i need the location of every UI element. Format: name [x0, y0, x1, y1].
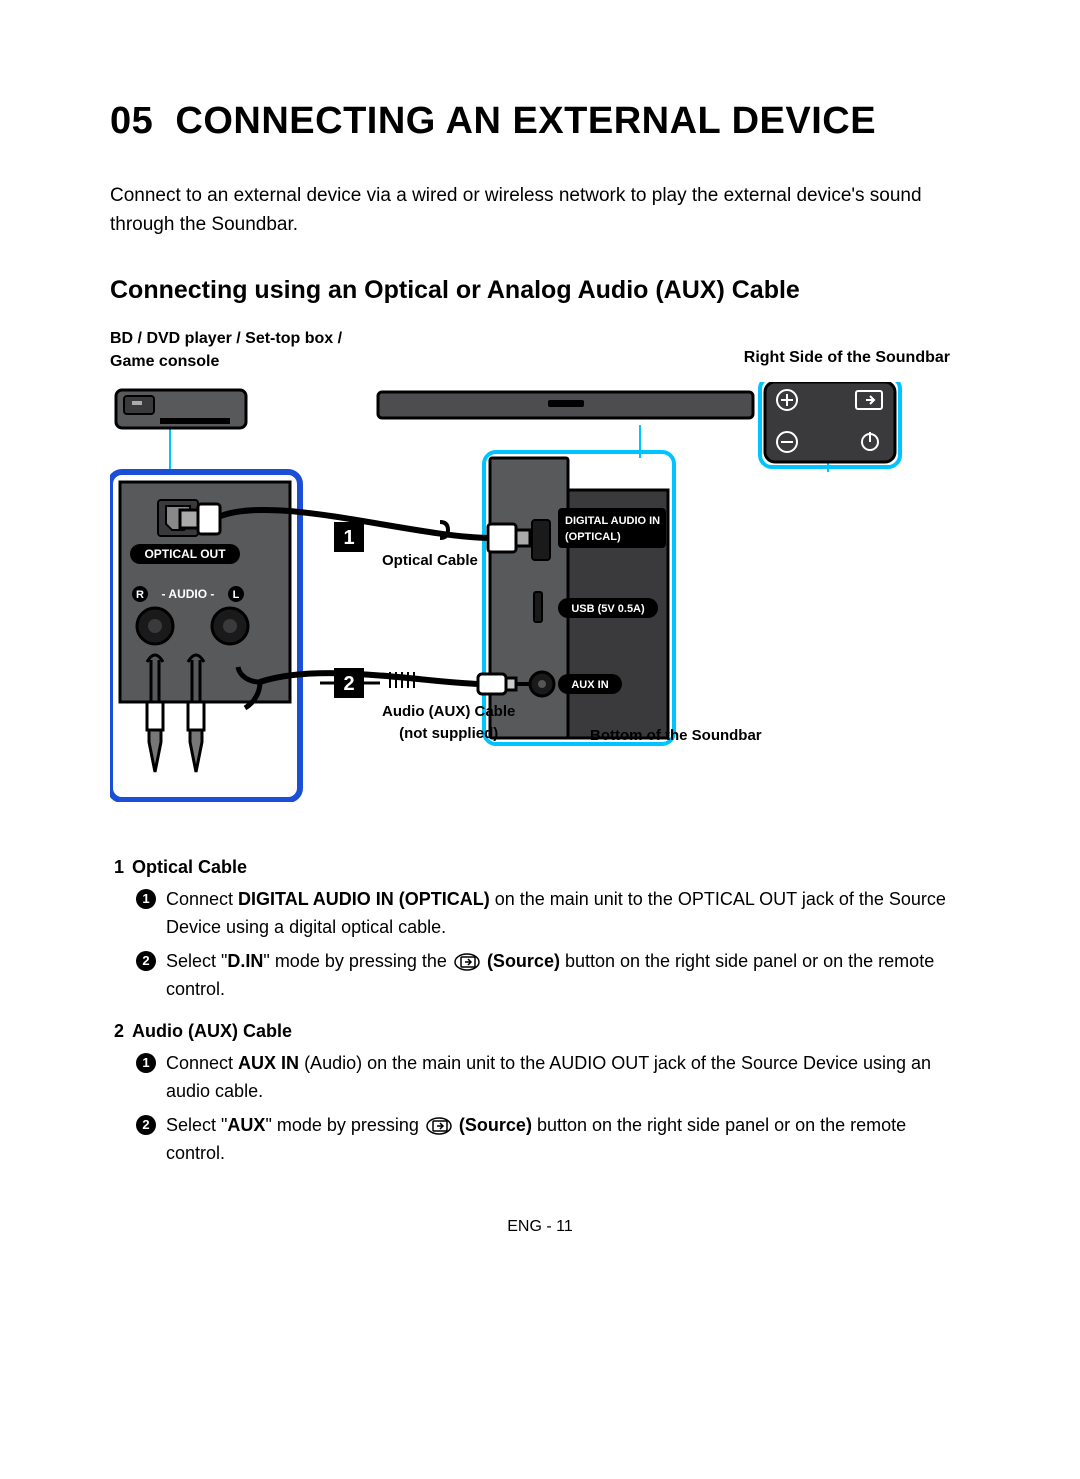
svg-text:DIGITAL AUDIO IN: DIGITAL AUDIO IN	[565, 515, 660, 527]
diagram-svg: OPTICAL OUT R - AUDIO - L DIGITAL	[110, 382, 970, 802]
optical-cable-heading: 1 Optical Cable	[114, 857, 970, 878]
step-number-icon: 1	[136, 889, 156, 909]
chapter-title-text: CONNECTING AN EXTERNAL DEVICE	[175, 100, 876, 142]
step-number-icon: 2	[136, 951, 156, 971]
source-icon	[454, 953, 480, 971]
svg-text:- AUDIO -: - AUDIO -	[162, 587, 215, 601]
svg-text:USB (5V 0.5A): USB (5V 0.5A)	[571, 603, 645, 615]
svg-text:2: 2	[343, 673, 354, 695]
chapter-number: 05	[110, 100, 153, 142]
svg-text:1: 1	[343, 527, 354, 549]
optical-cable-label: Optical Cable	[382, 552, 478, 569]
svg-text:OPTICAL OUT: OPTICAL OUT	[144, 547, 226, 561]
instructions-block: 1 Optical Cable 1 Connect DIGITAL AUDIO …	[110, 857, 970, 1168]
page-footer: ENG - 11	[110, 1218, 970, 1236]
svg-text:(OPTICAL): (OPTICAL)	[565, 531, 621, 543]
section-title: Connecting using an Optical or Analog Au…	[110, 276, 970, 305]
source-icon	[426, 1117, 452, 1135]
chapter-title: 05 CONNECTING AN EXTERNAL DEVICE	[110, 100, 970, 143]
svg-text:L: L	[233, 589, 240, 601]
optical-step-1: 1 Connect DIGITAL AUDIO IN (OPTICAL) on …	[136, 886, 970, 942]
svg-text:AUX IN: AUX IN	[571, 679, 608, 691]
svg-text:R: R	[136, 589, 144, 601]
intro-paragraph: Connect to an external device via a wire…	[110, 181, 970, 240]
aux-step-2: 2 Select "AUX" mode by pressing (Source)…	[136, 1112, 970, 1168]
step-number-icon: 2	[136, 1115, 156, 1135]
aux-cable-heading: 2 Audio (AUX) Cable	[114, 1021, 970, 1042]
optical-step-2: 2 Select "D.IN" mode by pressing the (So…	[136, 948, 970, 1004]
right-side-label: Right Side of the Soundbar	[744, 349, 950, 367]
aux-cable-label: Audio (AUX) Cable (not supplied)	[382, 701, 515, 745]
aux-step-1: 1 Connect AUX IN (Audio) on the main uni…	[136, 1050, 970, 1106]
bottom-soundbar-label: Bottom of the Soundbar	[590, 727, 762, 744]
step-number-icon: 1	[136, 1053, 156, 1073]
source-device-label: BD / DVD player / Set-top box / Game con…	[110, 327, 342, 373]
connection-diagram: BD / DVD player / Set-top box / Game con…	[110, 327, 970, 817]
